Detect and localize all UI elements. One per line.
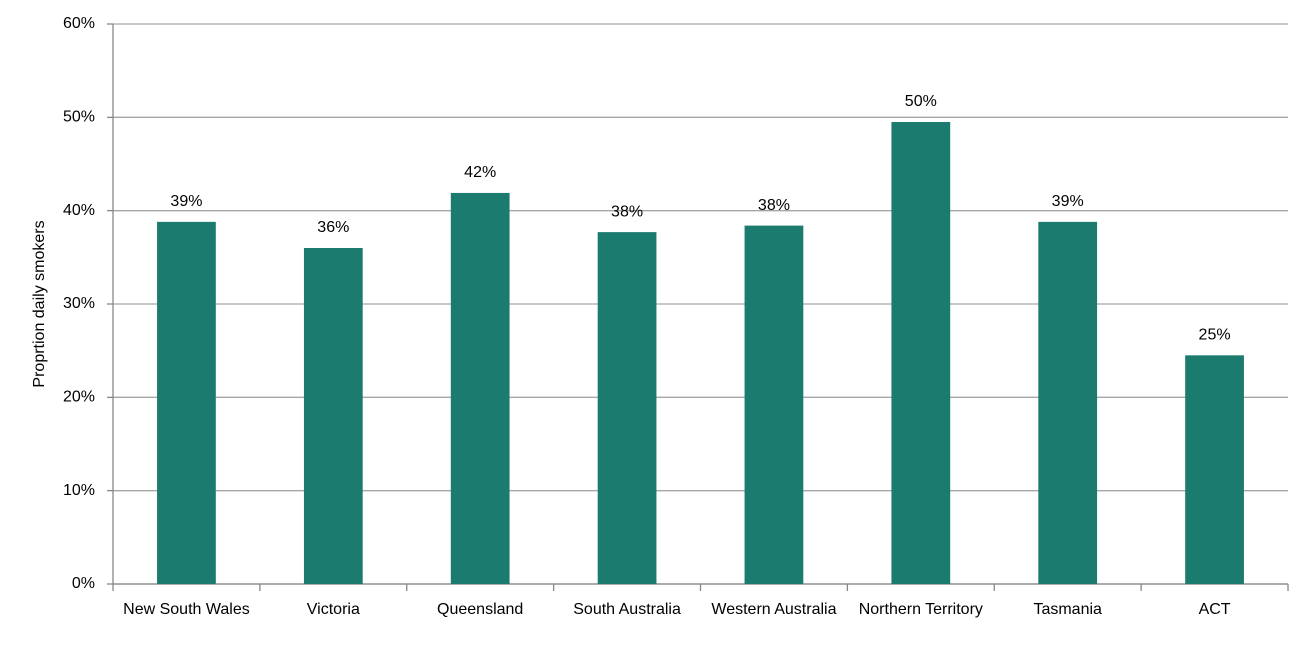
y-tick-label: 10% xyxy=(63,482,95,499)
x-tick-label: Northern Territory xyxy=(858,601,983,618)
bar xyxy=(303,248,363,584)
y-tick-label: 40% xyxy=(63,202,95,219)
data-label: 25% xyxy=(1199,327,1231,344)
bar xyxy=(597,232,657,584)
y-tick-label: 60% xyxy=(63,15,95,32)
data-label: 38% xyxy=(758,197,790,214)
x-tick-label: South Australia xyxy=(573,601,681,618)
x-tick-label: New South Wales xyxy=(123,601,250,618)
x-tick-label: Victoria xyxy=(306,601,360,618)
y-tick-label: 20% xyxy=(63,389,95,406)
data-label: 42% xyxy=(464,164,496,181)
bar xyxy=(891,122,951,584)
x-tick-label: Tasmania xyxy=(1033,601,1102,618)
bar xyxy=(1038,221,1098,584)
bar xyxy=(744,225,804,584)
y-tick-label: 0% xyxy=(72,575,95,592)
x-tick-label: Queensland xyxy=(437,601,524,618)
y-tick-label: 30% xyxy=(63,295,95,312)
y-axis-label: Proprtion daily smokers xyxy=(31,220,48,387)
x-tick-label: ACT xyxy=(1198,601,1231,618)
data-label: 39% xyxy=(1052,193,1084,210)
bar xyxy=(1185,355,1244,584)
data-label: 38% xyxy=(611,203,643,220)
data-label: 50% xyxy=(905,93,937,110)
y-tick-label: 50% xyxy=(63,109,95,126)
bar xyxy=(450,192,510,584)
data-label: 36% xyxy=(317,219,349,236)
data-label: 39% xyxy=(170,193,202,210)
bar xyxy=(157,221,216,584)
x-tick-label: Western Australia xyxy=(711,601,837,618)
